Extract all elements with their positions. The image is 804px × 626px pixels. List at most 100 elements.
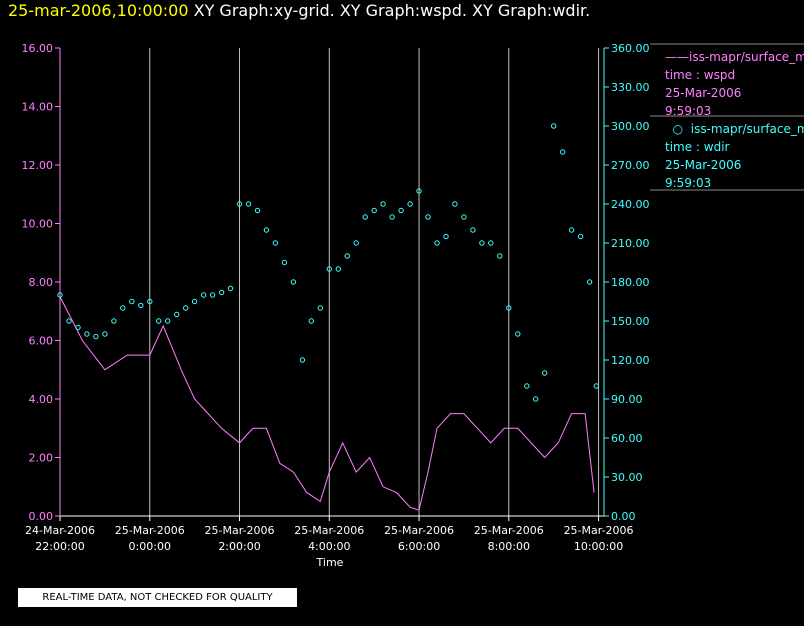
wdir-point-26 bbox=[290, 279, 297, 285]
wdir-point-19 bbox=[227, 285, 234, 292]
legend-wdir-time: 9:59:03 bbox=[665, 176, 712, 190]
legend-wspd-line-icon: —— bbox=[665, 50, 689, 64]
wdir-point-34 bbox=[362, 214, 368, 220]
wdir-point-35 bbox=[371, 207, 377, 214]
wdir-point-9 bbox=[138, 302, 144, 309]
wdir-point-47 bbox=[479, 240, 485, 246]
wdir-point-7 bbox=[120, 305, 126, 311]
legend-wspd-label: ——iss-mapr/surface_m bbox=[665, 48, 804, 66]
y-right-tick-11: 330.00 bbox=[611, 81, 650, 94]
wdir-point-57 bbox=[568, 227, 575, 233]
legend-wdir: ○ iss-mapr/surface_m time : wdir 25-Mar-… bbox=[665, 120, 804, 192]
wdir-point-42 bbox=[434, 240, 440, 246]
wdir-point-41 bbox=[425, 214, 431, 220]
legend-wdir-date: 25-Mar-2006 bbox=[665, 158, 742, 172]
wdir-point-58 bbox=[577, 233, 584, 240]
wdir-point-36 bbox=[380, 201, 386, 207]
wdir-point-1 bbox=[66, 318, 72, 324]
wdir-point-11 bbox=[156, 318, 162, 324]
y-right-tick-9: 270.00 bbox=[611, 159, 650, 172]
wdir-point-29 bbox=[317, 305, 323, 311]
wdir-point-51 bbox=[515, 331, 521, 337]
wdir-point-25 bbox=[281, 259, 288, 266]
wdir-point-4 bbox=[93, 333, 99, 340]
wdir-point-37 bbox=[389, 214, 395, 220]
wdir-point-44 bbox=[452, 201, 458, 207]
wdir-point-39 bbox=[407, 201, 413, 207]
y-right-tick-10: 300.00 bbox=[611, 120, 650, 133]
x-tick-date-4: 25-Mar-2006 bbox=[384, 524, 454, 537]
y-left-tick-7: 14.00 bbox=[22, 101, 54, 114]
legend-wspd-var: time : wspd bbox=[665, 68, 736, 82]
wdir-point-12 bbox=[165, 318, 171, 324]
x-tick-date-1: 25-Mar-2006 bbox=[115, 524, 185, 537]
wdir-point-0 bbox=[57, 292, 63, 298]
x-tick-time-2: 2:00:00 bbox=[218, 540, 260, 553]
wdir-point-5 bbox=[102, 331, 108, 337]
wdir-point-28 bbox=[308, 318, 314, 324]
wdir-point-31 bbox=[335, 266, 341, 272]
wdir-point-33 bbox=[353, 240, 359, 246]
wdir-point-24 bbox=[272, 240, 279, 246]
y-left-tick-3: 6.00 bbox=[29, 335, 54, 348]
chart-title: 25-mar-2006,10:00:00 XY Graph:xy-grid. X… bbox=[8, 0, 590, 22]
x-tick-date-6: 25-Mar-2006 bbox=[564, 524, 634, 537]
x-tick-date-3: 25-Mar-2006 bbox=[294, 524, 364, 537]
y-left-tick-1: 2.00 bbox=[29, 452, 54, 465]
x-tick-date-5: 25-Mar-2006 bbox=[474, 524, 544, 537]
wdir-point-49 bbox=[497, 253, 503, 259]
wdir-point-43 bbox=[443, 233, 449, 240]
x-tick-time-1: 0:00:00 bbox=[129, 540, 171, 553]
wdir-point-17 bbox=[209, 292, 216, 298]
wdir-point-16 bbox=[200, 292, 207, 298]
y-left-tick-6: 12.00 bbox=[22, 159, 54, 172]
wdir-point-53 bbox=[533, 396, 539, 402]
quality-notice: REAL-TIME DATA, NOT CHECKED FOR QUALITY bbox=[18, 588, 297, 607]
y-right-tick-1: 30.00 bbox=[611, 471, 643, 484]
wdir-point-55 bbox=[551, 123, 557, 129]
y-left-tick-5: 10.00 bbox=[22, 218, 54, 231]
wdir-point-15 bbox=[191, 298, 198, 305]
wdir-point-46 bbox=[470, 227, 476, 233]
wdir-point-48 bbox=[488, 240, 494, 246]
x-tick-date-0: 24-Mar-2006 bbox=[25, 524, 95, 537]
wdir-point-56 bbox=[560, 149, 566, 155]
y-right-tick-7: 210.00 bbox=[611, 237, 650, 250]
wdir-point-54 bbox=[542, 370, 548, 376]
y-right-tick-5: 150.00 bbox=[611, 315, 650, 328]
wdir-point-50 bbox=[506, 305, 512, 311]
legend-wdir-label-text: iss-mapr/surface_m bbox=[690, 122, 804, 136]
wdir-point-52 bbox=[524, 383, 530, 389]
legend-wspd-date: 25-Mar-2006 bbox=[665, 86, 742, 100]
title-datetime: 25-mar-2006,10:00:00 bbox=[8, 1, 189, 20]
y-right-tick-3: 90.00 bbox=[611, 393, 643, 406]
wdir-point-13 bbox=[174, 311, 180, 318]
y-left-tick-4: 8.00 bbox=[29, 276, 54, 289]
wdir-point-32 bbox=[344, 253, 350, 259]
legend-wdir-marker-icon: ○ bbox=[665, 122, 691, 136]
wdir-point-45 bbox=[461, 214, 467, 220]
wdir-point-20 bbox=[236, 201, 243, 207]
legend-wspd-label-text: iss-mapr/surface_m bbox=[689, 50, 804, 64]
y-left-tick-8: 16.00 bbox=[22, 42, 54, 55]
wdir-point-38 bbox=[398, 207, 404, 214]
y-right-tick-12: 360.00 bbox=[611, 42, 650, 55]
wdir-point-10 bbox=[147, 298, 153, 305]
y-right-tick-8: 240.00 bbox=[611, 198, 650, 211]
legend-wdir-var: time : wdir bbox=[665, 140, 730, 154]
y-right-tick-4: 120.00 bbox=[611, 354, 650, 367]
x-tick-time-6: 10:00:00 bbox=[574, 540, 623, 553]
y-right-tick-6: 180.00 bbox=[611, 276, 650, 289]
wdir-point-3 bbox=[84, 331, 90, 337]
x-axis-title: Time bbox=[316, 556, 344, 569]
x-tick-time-5: 8:00:00 bbox=[488, 540, 530, 553]
legend-wspd: ——iss-mapr/surface_m time : wspd 25-Mar-… bbox=[665, 48, 804, 120]
x-tick-time-3: 4:00:00 bbox=[308, 540, 350, 553]
title-graphs: XY Graph:xy-grid. XY Graph:wspd. XY Grap… bbox=[193, 1, 591, 20]
wdir-point-2 bbox=[75, 324, 81, 331]
wdir-point-14 bbox=[183, 305, 189, 311]
y-left-tick-0: 0.00 bbox=[29, 510, 54, 523]
wdir-point-22 bbox=[254, 207, 261, 214]
wspd-series-line bbox=[59, 296, 595, 511]
